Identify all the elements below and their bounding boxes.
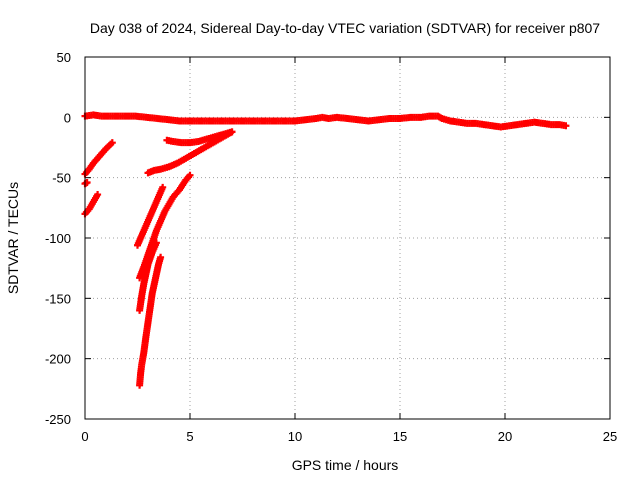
data-point: [159, 183, 167, 191]
x-axis-label: GPS time / hours: [292, 457, 399, 473]
x-tick-label: 10: [288, 429, 302, 444]
x-tick-label: 0: [81, 429, 88, 444]
data-point: [186, 171, 194, 179]
data-point: [152, 239, 160, 247]
y-tick-label: 50: [57, 50, 71, 65]
y-tick-label: -100: [45, 231, 71, 246]
y-tick-label: -150: [45, 291, 71, 306]
data-point: [562, 122, 570, 130]
data-point: [157, 253, 165, 261]
x-tick-label: 20: [498, 429, 512, 444]
plot-frame: [84, 56, 611, 420]
y-tick-label: -200: [45, 352, 71, 367]
y-tick-label: -50: [52, 171, 71, 186]
x-tick-label: 25: [603, 429, 617, 444]
grid: [85, 57, 610, 419]
y-axis-label: SDTVAR / TECUs: [5, 182, 21, 294]
data-point: [108, 139, 116, 147]
y-tick-label: 0: [64, 110, 71, 125]
data-point: [228, 128, 236, 136]
x-tick-label: 5: [186, 429, 193, 444]
chart-title: Day 038 of 2024, Sidereal Day-to-day VTE…: [90, 20, 600, 36]
data-point: [94, 191, 102, 199]
data-marks: [81, 111, 570, 389]
x-tick-label: 15: [393, 429, 407, 444]
y-tick-label: -250: [45, 412, 71, 427]
ticks: 0 5 10 15 20 25 -250 -200 -150 -100 -50 0 50: [45, 50, 617, 444]
